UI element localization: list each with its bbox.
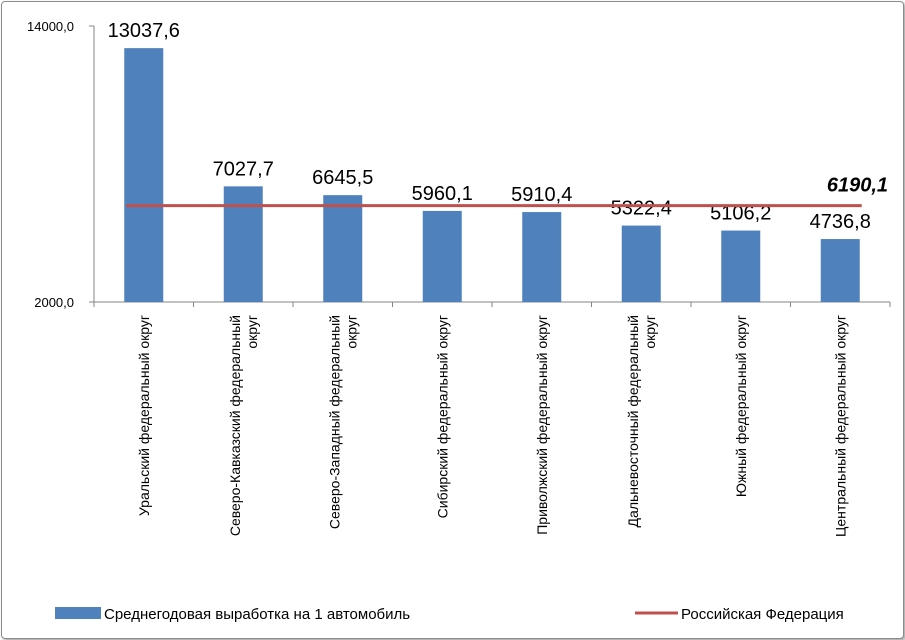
category-label: Приволжский федеральный округ (534, 315, 550, 535)
bar (422, 210, 462, 302)
bar-value-label: 5910,4 (511, 184, 572, 206)
bars (124, 48, 860, 303)
reference-line-value-label: 6190,1 (827, 175, 888, 197)
bar-value-label: 5960,1 (412, 183, 473, 205)
legend: Среднегодовая выработка на 1 автомобиль … (55, 606, 844, 623)
category-label-line: Северо-Западный федеральный (326, 315, 342, 529)
category-labels: Уральский федеральный округ Северо-Кавказ… (136, 315, 849, 537)
bar-value-label: 6645,5 (312, 167, 373, 189)
y-tick-label: 14000,0 (27, 19, 74, 34)
category-label: Уральский федеральный округ (136, 315, 152, 516)
category-label-line: Сибирский федеральный округ (434, 315, 450, 518)
category-label-line: Южный федеральный округ (733, 315, 749, 497)
bar-value-label: 4736,8 (810, 211, 871, 233)
value-labels: 13037,6 7027,7 6645,5 5960,1 5910,4 5322,4 510… (108, 20, 871, 233)
bar-value-label: 13037,6 (108, 20, 180, 42)
bar (820, 239, 860, 302)
bar (223, 186, 263, 302)
bar (124, 48, 164, 303)
legend-bar-swatch (55, 607, 101, 619)
bar (323, 195, 363, 302)
category-label: Дальневосточный федеральныйокруг (625, 315, 658, 527)
category-label-line: Уральский федеральный округ (136, 315, 152, 516)
category-label: Сибирский федеральный округ (434, 315, 450, 518)
legend-bar-label: Среднегодовая выработка на 1 автомобиль (104, 606, 410, 623)
bar (721, 230, 761, 302)
category-label: Северо-Западный федеральныйокруг (326, 315, 359, 529)
bar (621, 225, 661, 302)
category-label-line: Центральный федеральный округ (832, 315, 848, 537)
category-label: Южный федеральный округ (733, 315, 749, 497)
category-label: Северо-Кавказский федеральныйокруг (227, 315, 260, 536)
y-tick-label: 2000,0 (34, 295, 74, 310)
bar-value-label: 5322,4 (611, 198, 672, 220)
legend-line-label: Российская Федерация (681, 606, 844, 623)
category-label-line: Северо-Кавказский федеральный (227, 315, 243, 536)
category-label-line: Дальневосточный федеральный (625, 315, 641, 527)
bar (522, 212, 562, 302)
category-label-line: округ (343, 315, 359, 349)
reference-line-group: 6190,1 (126, 175, 888, 208)
category-label-line: округ (642, 315, 658, 349)
bar-value-label: 5106,2 (710, 203, 771, 225)
category-label-line: округ (244, 315, 260, 349)
bar-value-label: 7027,7 (213, 158, 274, 180)
category-label: Центральный федеральный округ (832, 315, 848, 537)
category-label-line: Приволжский федеральный округ (534, 315, 550, 535)
